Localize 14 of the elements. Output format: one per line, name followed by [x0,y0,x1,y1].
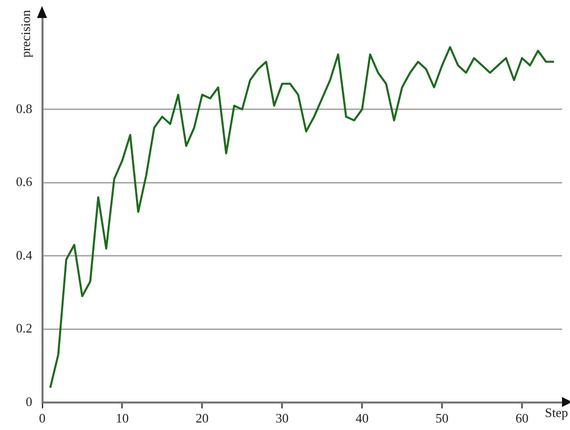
x-tick-label: 10 [116,410,129,426]
y-tick-label: 0.2 [16,320,32,336]
x-tick-label: 30 [276,410,289,426]
y-tick-label: 0.4 [16,247,33,262]
x-tick-label: 40 [356,410,369,426]
y-tick-label: 0.8 [16,100,32,116]
y-axis-title: precision [18,10,34,58]
x-tick-label: 60 [516,410,529,426]
x-axis-title: Step [544,405,568,422]
x-tick-label: 50 [436,410,449,426]
x-tick-label: 0 [39,410,46,426]
y-tick-label: 0.6 [16,174,33,190]
x-tick-label: 20 [196,410,209,426]
y-tick-label: 0 [26,394,32,409]
